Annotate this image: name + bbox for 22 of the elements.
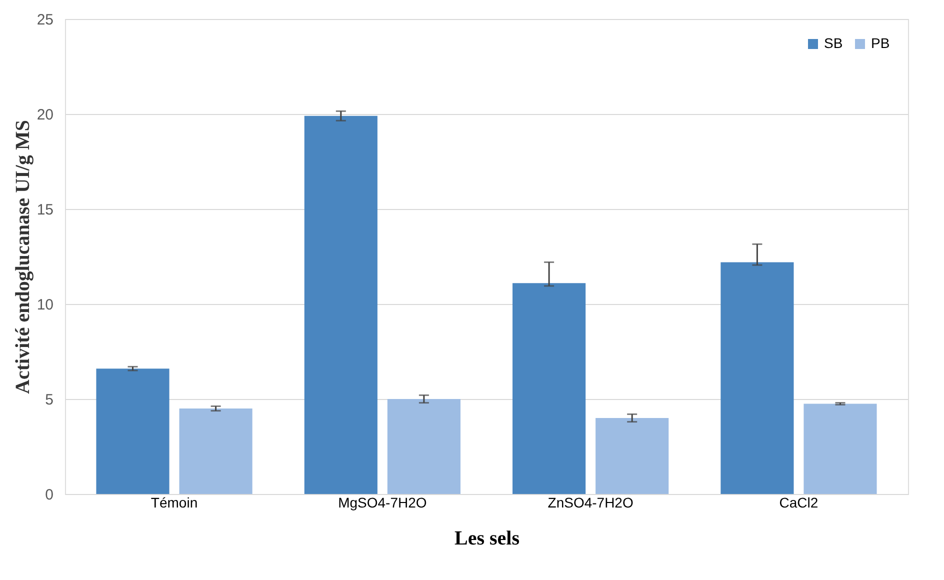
y-tick-label: 25: [36, 12, 54, 28]
x-tick-label: MgSO4-7H2O: [338, 494, 427, 510]
x-tick-label: Témoin: [150, 494, 198, 510]
bar: [304, 116, 378, 494]
y-axis-title: Activité endoglucanase UI/g MS: [12, 120, 34, 394]
y-tick-label: 5: [45, 392, 54, 408]
bar: [96, 368, 170, 494]
y-tick-label: 10: [36, 296, 54, 314]
y-tick-label: 20: [36, 106, 54, 124]
y-tick-label: 0: [45, 486, 54, 504]
x-tick-label: ZnSO4-7H2O: [548, 494, 634, 510]
x-axis-title: Les sels: [454, 528, 520, 550]
y-tick-label: 15: [36, 202, 54, 218]
bar: [720, 262, 794, 494]
bar: [596, 418, 669, 494]
legend-label: PB: [871, 35, 890, 51]
bar: [512, 283, 586, 494]
x-tick-label: CaCl2: [779, 494, 818, 510]
bar: [179, 408, 252, 494]
legend-label: SB: [824, 35, 843, 51]
bar: [387, 399, 460, 494]
bar: [804, 404, 877, 494]
